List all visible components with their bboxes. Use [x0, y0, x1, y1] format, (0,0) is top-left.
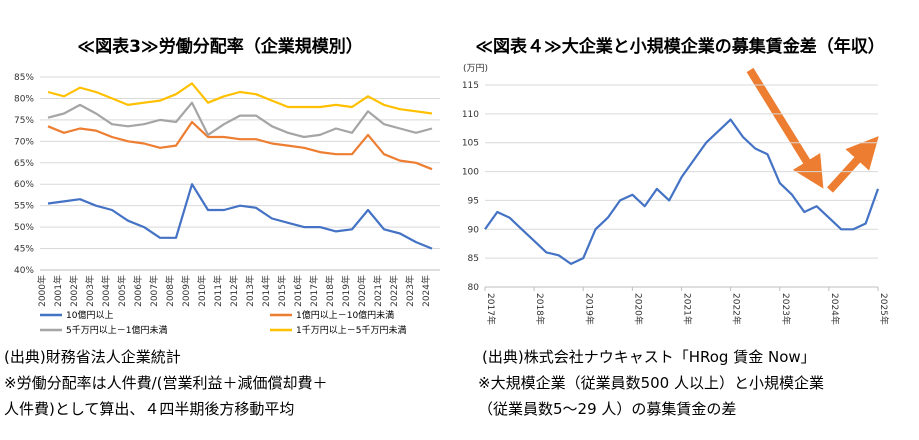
x-tick-label: 2002年 — [68, 275, 80, 307]
y-tick-label: 55% — [14, 202, 34, 212]
series-line — [484, 118, 880, 265]
legend-label: 10億円以上 — [66, 309, 113, 321]
x-tick-label: 2018年 — [534, 293, 546, 325]
y-tick-label: 105 — [462, 139, 479, 149]
y-tick-label: 100 — [462, 168, 479, 178]
y-tick-label: 90 — [468, 225, 480, 235]
x-tick-label: 2024年 — [420, 275, 432, 307]
x-tick-label: 2017年 — [308, 275, 320, 307]
x-tick-label: 2020年 — [356, 275, 368, 307]
x-tick-label: 2017年 — [485, 293, 497, 325]
legend-label: 1千万円以上－5千万円未満 — [296, 324, 406, 336]
arrow-down — [746, 67, 824, 189]
y-tick-label: 85% — [14, 73, 34, 83]
x-tick-label: 2009年 — [180, 275, 192, 307]
y-tick-label: 75% — [14, 116, 34, 126]
y-tick-label: 65% — [14, 159, 34, 169]
note: ※労働分配率は人件費/(営業利益＋減価償却費＋ — [4, 374, 327, 392]
chart-title: ≪図表3≫労働分配率（企業規模別） — [77, 36, 362, 57]
y-axis-label: (万円) — [463, 63, 488, 74]
x-tick-label: 2020年 — [632, 293, 644, 325]
y-tick-label: 70% — [14, 137, 34, 147]
chart-title: ≪図表４≫大企業と小規模企業の募集賃金差（年収） — [475, 36, 885, 57]
x-tick-label: 2025年 — [878, 293, 890, 325]
x-tick-label: 2023年 — [404, 275, 416, 307]
x-tick-label: 2011年 — [212, 275, 224, 307]
series-line — [47, 120, 433, 171]
y-tick-label: 115 — [462, 81, 479, 91]
x-tick-label: 2012年 — [228, 275, 240, 307]
x-tick-label: 2005年 — [116, 275, 128, 307]
x-tick-label: 2013年 — [244, 275, 256, 307]
x-tick-label: 2008年 — [164, 275, 176, 307]
x-tick-label: 2014年 — [260, 275, 272, 307]
y-tick-label: 50% — [14, 223, 34, 233]
y-tick-label: 60% — [14, 180, 34, 190]
x-tick-label: 2024年 — [829, 293, 841, 325]
x-tick-label: 2003年 — [84, 275, 96, 307]
y-tick-label: 80 — [468, 283, 480, 293]
x-tick-label: 2019年 — [340, 275, 352, 307]
x-tick-label: 2018年 — [324, 275, 336, 307]
series-line — [47, 183, 433, 250]
x-tick-label: 2023年 — [780, 293, 792, 325]
series-line — [47, 82, 433, 115]
note: （従業員数5～29 人）の募集賃金の差 — [478, 400, 736, 418]
note: 人件費)として算出、４四半期後方移動平均 — [4, 400, 294, 418]
arrow-up — [827, 136, 879, 193]
note: (出典)財務省法人企業統計 — [4, 348, 181, 366]
x-tick-label: 2004年 — [100, 275, 112, 307]
x-tick-label: 2019年 — [583, 293, 595, 325]
y-tick-label: 45% — [14, 245, 34, 255]
note: (出典)株式会社ナウキャスト「HRog 賃金 Now」 — [482, 348, 816, 366]
y-tick-label: 85 — [468, 254, 479, 264]
x-tick-label: 2022年 — [388, 275, 400, 307]
x-tick-label: 2010年 — [196, 275, 208, 307]
y-tick-label: 40% — [14, 266, 34, 276]
x-tick-label: 2021年 — [682, 293, 694, 325]
y-tick-label: 95 — [468, 196, 479, 206]
x-tick-label: 2006年 — [132, 275, 144, 307]
note: ※大規模企業（従業員数500 人以上）と小規模企業 — [478, 374, 824, 392]
legend-label: 5千万円以上－1億円未満 — [66, 324, 167, 336]
x-tick-label: 2000年 — [36, 275, 48, 307]
x-tick-label: 2007年 — [148, 275, 160, 307]
series-line — [47, 101, 433, 139]
legend-label: 1億円以上－10億円未満 — [296, 309, 394, 321]
y-tick-label: 110 — [462, 110, 479, 120]
x-tick-label: 2016年 — [292, 275, 304, 307]
x-tick-label: 2022年 — [731, 293, 743, 325]
y-tick-label: 80% — [14, 94, 34, 104]
x-tick-label: 2015年 — [276, 275, 288, 307]
x-tick-label: 2021年 — [372, 275, 384, 307]
x-tick-label: 2001年 — [52, 275, 64, 307]
